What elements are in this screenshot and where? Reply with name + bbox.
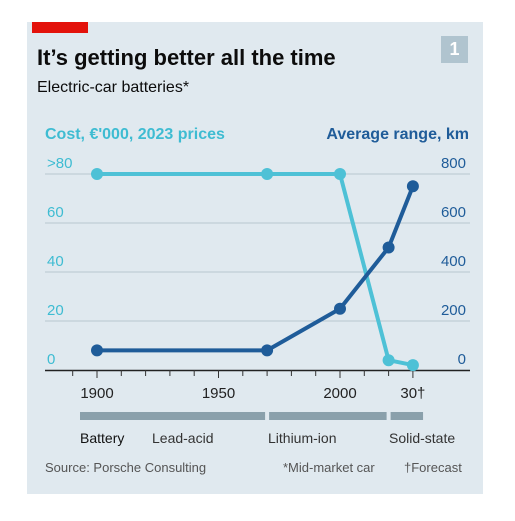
left-tick-label: 20 xyxy=(47,302,64,319)
cost-data-point xyxy=(334,168,346,180)
era-label: Solid-state xyxy=(389,430,455,446)
left-tick-label: 60 xyxy=(47,204,64,221)
left-tick-label: 0 xyxy=(47,351,55,368)
range-data-point xyxy=(91,344,103,357)
right-axis-title: Average range, km xyxy=(326,126,469,143)
cost-data-point xyxy=(382,354,395,367)
x-tick-label: 1950 xyxy=(202,385,235,402)
brand-red-bar xyxy=(32,22,88,33)
x-tick-label: 30† xyxy=(400,385,425,402)
right-tick-label: 400 xyxy=(441,253,466,270)
chart-title: It’s getting better all the time xyxy=(37,45,336,70)
era-label: Lead-acid xyxy=(152,430,214,446)
era-label: Battery xyxy=(80,430,124,446)
cost-series-line xyxy=(95,172,415,368)
right-tick-label: 200 xyxy=(441,302,466,319)
cost-data-point xyxy=(91,168,103,180)
era-bar xyxy=(390,412,424,420)
range-data-point xyxy=(406,180,419,193)
left-tick-label: 40 xyxy=(47,253,64,270)
footnote-mid-market: *Mid-market car xyxy=(283,460,375,475)
era-bar xyxy=(269,412,387,420)
range-data-point xyxy=(334,302,346,315)
right-tick-label: 800 xyxy=(441,155,466,172)
cost-data-point xyxy=(261,168,274,180)
range-data-point xyxy=(382,241,395,254)
chart-number-badge: 1 xyxy=(441,36,468,63)
era-bar xyxy=(97,412,266,420)
era-label: Lithium-ion xyxy=(268,430,336,446)
range-data-point xyxy=(261,344,274,357)
left-axis-title: Cost, €'000, 2023 prices xyxy=(45,126,225,143)
era-bar xyxy=(80,412,97,420)
x-tick-label: 2000 xyxy=(323,385,356,402)
right-tick-label: 0 xyxy=(458,351,466,368)
x-tick-label: 1900 xyxy=(80,385,113,402)
cost-data-point xyxy=(406,359,419,372)
left-tick-label: >80 xyxy=(47,155,72,172)
source-note: Source: Porsche Consulting xyxy=(45,460,207,475)
footnote-forecast: †Forecast xyxy=(404,460,462,475)
chart-subtitle: Electric-car batteries* xyxy=(37,79,190,96)
right-tick-label: 600 xyxy=(441,204,466,221)
